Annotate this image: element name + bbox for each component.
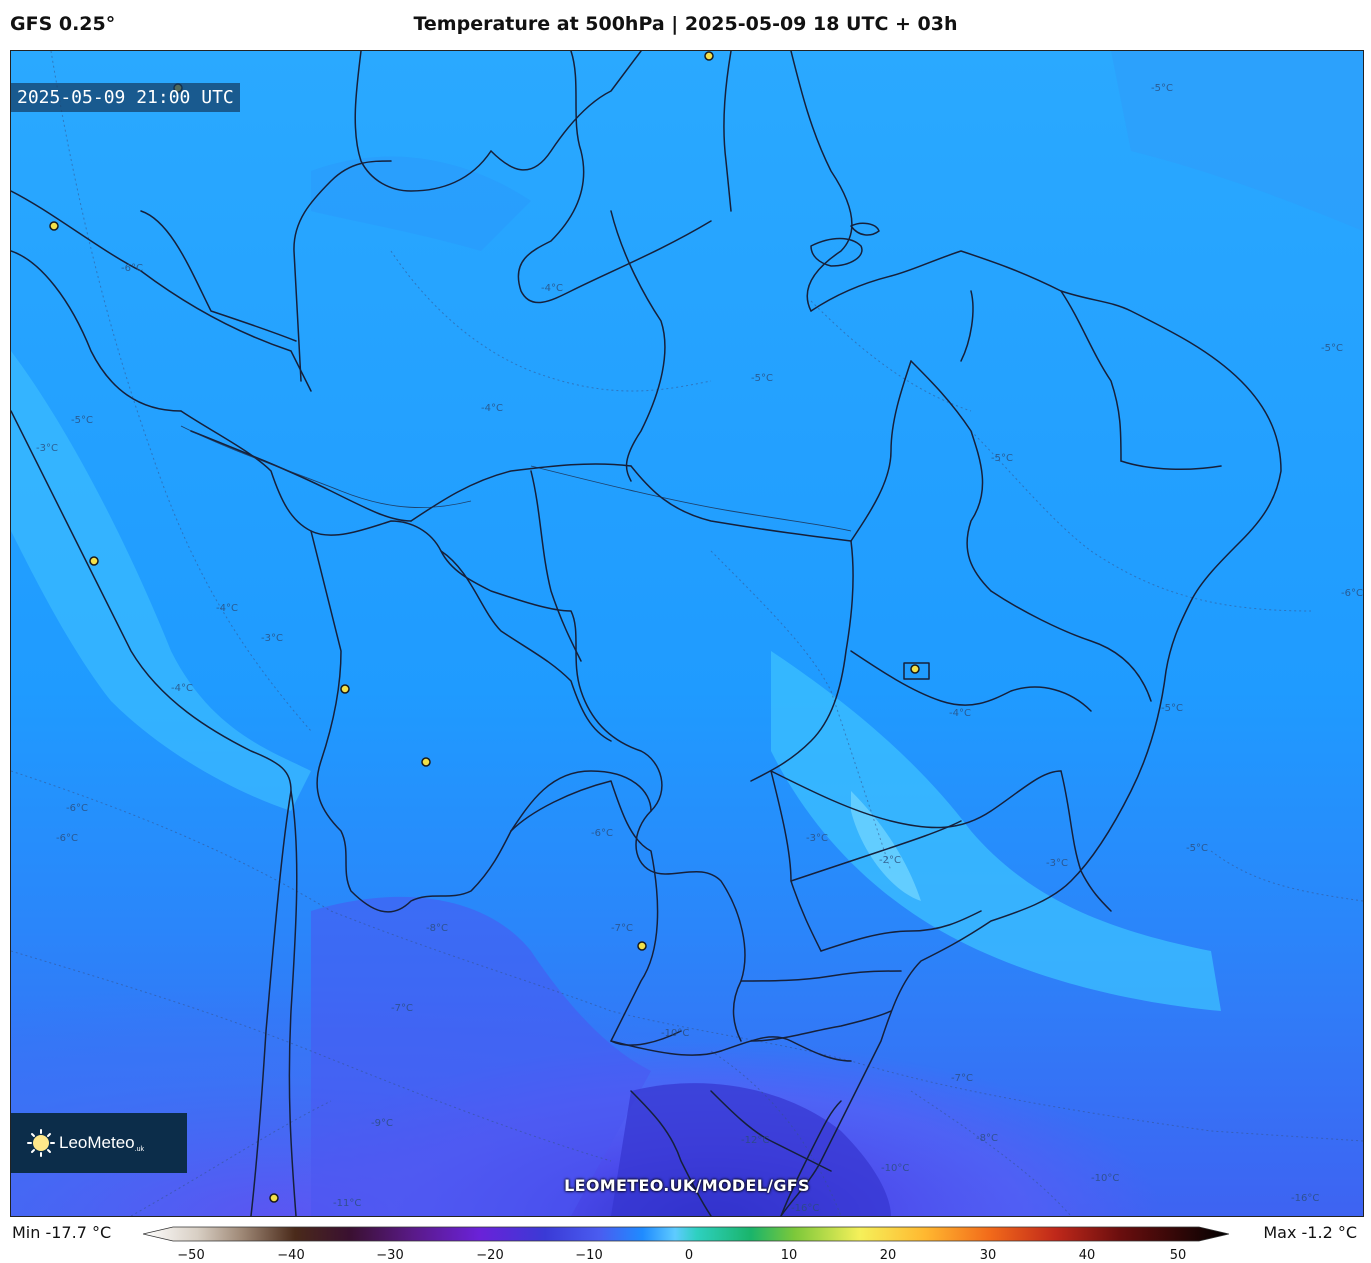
- svg-text:-7°C: -7°C: [611, 923, 633, 934]
- svg-text:-10°C: -10°C: [881, 1163, 909, 1174]
- svg-text:-6°C: -6°C: [66, 803, 88, 814]
- svg-text:-5°C: -5°C: [1321, 343, 1343, 354]
- scale-tick: −30: [376, 1248, 404, 1263]
- svg-text:-5°C: -5°C: [71, 415, 93, 426]
- leometeo-logo[interactable]: LeoMeteo.uk: [11, 1113, 187, 1173]
- svg-text:-10°C: -10°C: [1091, 1173, 1119, 1184]
- scale-tick: 40: [1078, 1248, 1096, 1263]
- color-scale-bar: [143, 1226, 1229, 1242]
- svg-text:-5°C: -5°C: [1186, 843, 1208, 854]
- svg-text:-5°C: -5°C: [991, 453, 1013, 464]
- city-marker: [89, 556, 99, 566]
- scale-tick: −20: [476, 1248, 504, 1263]
- scale-tick: 30: [979, 1248, 997, 1263]
- city-marker: [910, 664, 920, 674]
- svg-text:-6°C: -6°C: [1341, 588, 1363, 599]
- min-temperature-label: Min -17.7 °C: [12, 1223, 112, 1242]
- logo-text: LeoMeteo.uk: [59, 1133, 144, 1153]
- city-marker: [421, 757, 431, 767]
- svg-text:-16°C: -16°C: [1291, 1193, 1319, 1204]
- svg-text:-11°C: -11°C: [333, 1198, 361, 1209]
- svg-text:-12°C: -12°C: [741, 1135, 769, 1146]
- scale-tick: −40: [277, 1248, 305, 1263]
- svg-text:-4°C: -4°C: [481, 403, 503, 414]
- svg-text:-4°C: -4°C: [541, 283, 563, 294]
- valid-time-label: 2025-05-09 21:00 UTC: [11, 83, 240, 112]
- scale-tick: 20: [879, 1248, 897, 1263]
- svg-text:-3°C: -3°C: [261, 633, 283, 644]
- svg-text:-8°C: -8°C: [976, 1133, 998, 1144]
- scale-tick: 0: [684, 1248, 694, 1263]
- svg-text:-10°C: -10°C: [661, 1028, 689, 1039]
- svg-text:-4°C: -4°C: [171, 683, 193, 694]
- svg-text:-5°C: -5°C: [1151, 83, 1173, 94]
- watermark-url: LEOMETEO.UK/MODEL/GFS: [564, 1176, 810, 1195]
- city-marker: [49, 221, 59, 231]
- scale-tick: 10: [780, 1248, 798, 1263]
- svg-text:-6°C: -6°C: [591, 828, 613, 839]
- svg-text:-2°C: -2°C: [879, 855, 901, 866]
- svg-text:-3°C: -3°C: [806, 833, 828, 844]
- scale-tick: −10: [575, 1248, 603, 1263]
- svg-text:-7°C: -7°C: [951, 1073, 973, 1084]
- scale-tick: −50: [177, 1248, 205, 1263]
- city-marker: [637, 941, 647, 951]
- max-temperature-label: Max -1.2 °C: [1263, 1223, 1357, 1242]
- svg-text:-8°C: -8°C: [426, 923, 448, 934]
- map-panel[interactable]: -6°C -5°C -4°C -5°C -3°C -4°C -5°C -3°C …: [10, 50, 1364, 1217]
- svg-text:-3°C: -3°C: [36, 443, 58, 454]
- svg-text:-5°C: -5°C: [1161, 703, 1183, 714]
- svg-text:-7°C: -7°C: [391, 1003, 413, 1014]
- sun-icon: [27, 1129, 55, 1157]
- svg-text:-5°C: -5°C: [751, 373, 773, 384]
- svg-text:-3°C: -3°C: [1046, 858, 1068, 869]
- model-name: GFS 0.25°: [10, 13, 116, 35]
- city-marker: [704, 51, 714, 61]
- svg-text:-4°C: -4°C: [216, 603, 238, 614]
- svg-text:-4°C: -4°C: [949, 708, 971, 719]
- svg-text:-9°C: -9°C: [371, 1118, 393, 1129]
- svg-text:-6°C: -6°C: [121, 263, 143, 274]
- svg-text:-6°C: -6°C: [56, 833, 78, 844]
- svg-text:-16°C: -16°C: [791, 1203, 819, 1214]
- city-marker: [269, 1193, 279, 1203]
- temperature-map: -6°C -5°C -4°C -5°C -3°C -4°C -5°C -3°C …: [11, 51, 1363, 1216]
- scale-tick: 50: [1169, 1248, 1187, 1263]
- chart-title: Temperature at 500hPa | 2025-05-09 18 UT…: [413, 13, 958, 35]
- city-marker: [340, 684, 350, 694]
- contour-labels: -6°C -5°C -4°C -5°C -3°C -4°C -5°C -3°C …: [36, 83, 1363, 1214]
